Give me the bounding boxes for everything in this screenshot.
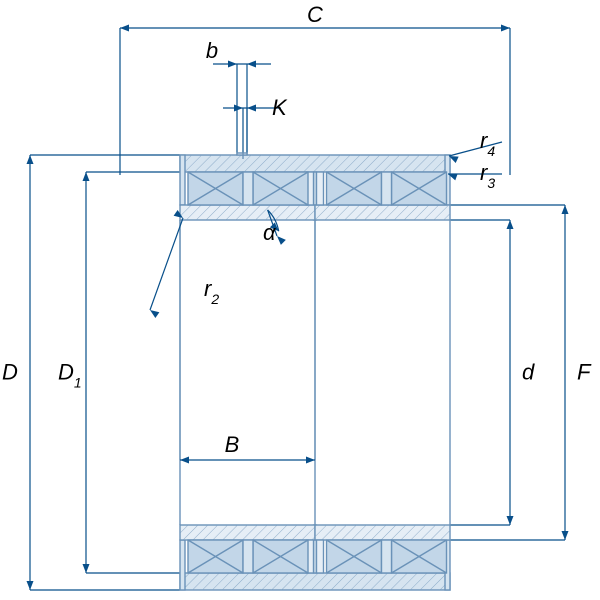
label-D: D xyxy=(2,360,18,385)
bearing-diagram: Cb K D D1 d F Br2 r3r4 α xyxy=(0,0,600,600)
label-r3: r3 xyxy=(480,160,495,191)
label-alpha: α xyxy=(263,220,277,245)
label-D1: D1 xyxy=(58,360,82,391)
label-C: C xyxy=(307,2,323,27)
label-r4: r4 xyxy=(480,128,495,159)
label-B: B xyxy=(225,432,240,457)
label-K: K xyxy=(272,95,288,120)
label-r2: r2 xyxy=(204,276,219,307)
bearing-section xyxy=(180,153,450,590)
label-d: d xyxy=(522,360,535,385)
label-F: F xyxy=(577,360,592,385)
extension-lines xyxy=(30,28,565,590)
label-b: b xyxy=(206,38,218,63)
dimension-lines xyxy=(27,25,569,591)
labels: Cb K D D1 d F Br2 r3r4 α xyxy=(2,2,592,457)
